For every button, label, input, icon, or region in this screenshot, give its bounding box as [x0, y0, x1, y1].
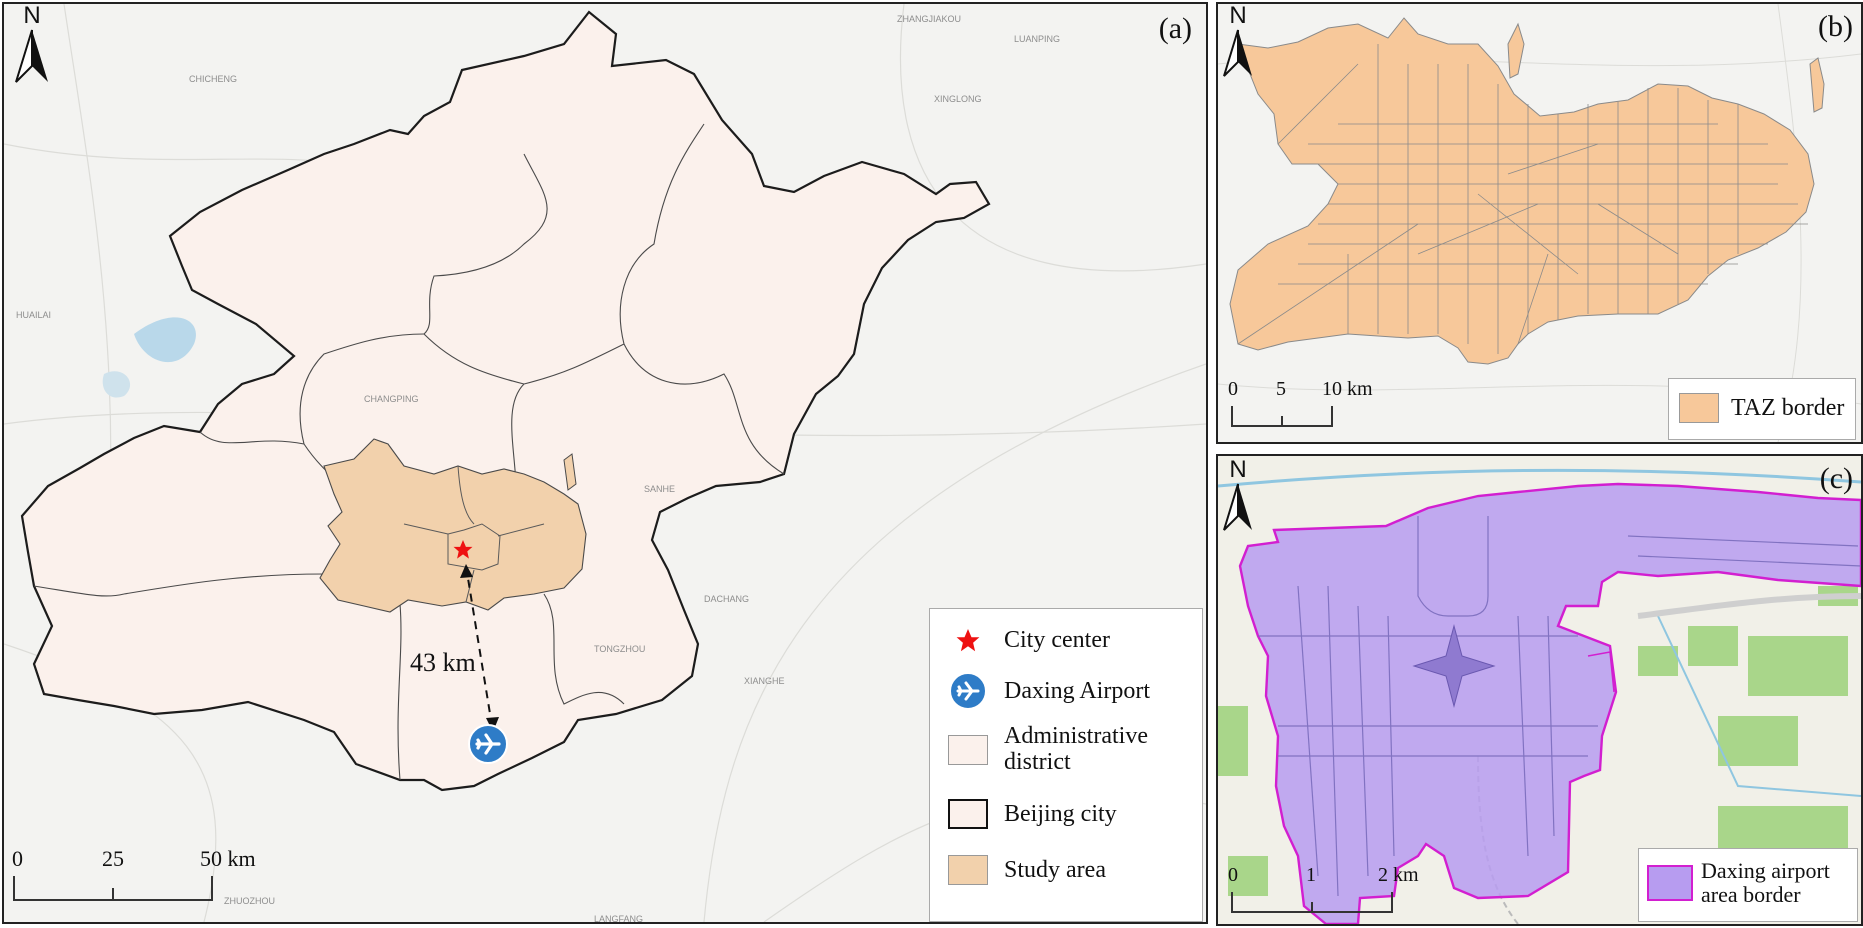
runways [1258, 516, 1861, 897]
north-arrow-icon [15, 29, 48, 83]
study-swatch [948, 855, 988, 885]
terminal-building [1412, 624, 1496, 708]
north-arrow-c: N [1220, 458, 1256, 537]
panel-label-c: (c) [1819, 462, 1853, 495]
river [1218, 468, 1861, 488]
panel-label-b: (b) [1818, 10, 1853, 43]
panel-b-map: (b) 0 5 10 km TAZ border [1216, 2, 1863, 444]
basemap-label: SANHE [644, 484, 676, 494]
basemap-label: HUAILAI [16, 310, 52, 320]
basemap-label: XIANGHE [744, 676, 785, 686]
legend-label-line1: Daxing airport [1701, 858, 1830, 883]
legend-item-administrative-district: Administrative district [944, 723, 1148, 775]
basemap-label: DACHANG [704, 594, 750, 604]
basemap-label: ZHUOZHOU [224, 896, 275, 906]
canal [1657, 615, 1861, 797]
legend-label: TAZ border [1731, 395, 1845, 421]
legend-label: Daxing Airport [1004, 678, 1150, 704]
red-star-icon [956, 629, 980, 652]
legend-label: Beijing city [1004, 801, 1117, 827]
airport-border-detail [1587, 651, 1615, 693]
basemap-label: XINGLONG [934, 94, 982, 104]
scale-tick: 0 [1228, 378, 1238, 400]
north-letter: N [1229, 2, 1247, 29]
beijing-swatch [948, 799, 988, 829]
legend-item-city-center: City center [944, 625, 1110, 655]
district-swatch [948, 735, 988, 765]
legend-label-line1: Administrative [1004, 723, 1148, 749]
panel-c-map: (c) 0 1 2 km Daxing airport area border [1216, 454, 1863, 926]
taz-swatch [1679, 393, 1719, 423]
city-center-star [453, 540, 473, 559]
panel-a-basemap [4, 4, 1206, 922]
taz-area [1229, 17, 1815, 365]
scale-bar-a-line [13, 876, 213, 901]
basemap-label: ZHANGJIAKOU [897, 14, 962, 24]
north-arrow-icon [1223, 483, 1252, 531]
daxing-airport-icon [468, 724, 508, 764]
scale-tick: 0 [1228, 864, 1238, 886]
reservoir-water [134, 317, 196, 363]
beijing-city-boundary [20, 10, 991, 792]
distance-arrowhead-top [460, 564, 473, 578]
basemap-label: LUANPING [1014, 34, 1061, 44]
study-area-fragment [563, 453, 577, 491]
legend-label-line2: district [1004, 749, 1071, 775]
legend-b: TAZ border [1668, 378, 1856, 440]
study-area-inner-borders [403, 465, 545, 603]
taz-grid [1237, 44, 1808, 354]
taz-fragment [1809, 57, 1825, 113]
north-letter: N [23, 2, 41, 29]
legend-item-airport-area: Daxing airport area border [1647, 859, 1830, 907]
panel-label-a: (a) [1158, 12, 1192, 45]
basemap-label: CHANGPING [364, 394, 419, 404]
north-arrow-a: N [12, 4, 52, 89]
airport-icon [949, 672, 987, 710]
panel-b-basemap [1218, 4, 1861, 442]
legend-a: City center Daxing Airport Administrativ… [929, 608, 1203, 922]
distance-arrowhead-bottom [486, 717, 499, 732]
legend-label: Study area [1004, 857, 1106, 883]
airport-area-swatch [1647, 865, 1693, 901]
highway [1637, 593, 1861, 619]
legend-item-taz-border: TAZ border [1679, 393, 1844, 423]
scale-bar-b-line [1231, 406, 1333, 427]
scale-tick: 10 km [1322, 378, 1373, 400]
scale-tick: 1 [1306, 864, 1316, 886]
north-arrow-icon [1223, 29, 1252, 77]
scale-tick: 50 km [200, 846, 256, 871]
scale-tick: 2 km [1378, 864, 1419, 886]
distance-label: 43 km [410, 648, 476, 677]
scale-bar-c-line [1231, 892, 1393, 913]
legend-item-study-area: Study area [944, 855, 1106, 885]
north-letter: N [1229, 456, 1247, 483]
legend-item-daxing-airport: Daxing Airport [944, 671, 1150, 711]
panel-c-basemap [1218, 456, 1861, 924]
legend-c: Daxing airport area border [1638, 848, 1858, 922]
legend-item-beijing-city: Beijing city [944, 799, 1117, 829]
scale-tick: 5 [1276, 378, 1286, 400]
study-area [319, 438, 587, 613]
scale-tick: 0 [12, 846, 23, 871]
taz-fragment [1507, 22, 1525, 79]
basemap-label: LANGFANG [594, 914, 644, 924]
north-arrow-b: N [1220, 4, 1256, 83]
basemap-label: CHICHENG [189, 74, 238, 84]
lake-water [102, 371, 131, 398]
scale-bar-b: 0 5 10 km [1218, 4, 1861, 442]
legend-label: City center [1004, 627, 1110, 653]
district-borders [33, 123, 785, 781]
scale-tick: 25 [102, 846, 124, 871]
scale-bar-c: 0 1 2 km [1218, 456, 1861, 924]
scale-bar-a: 0 25 50 km [4, 4, 1206, 922]
legend-label-line2: area border [1701, 882, 1801, 907]
basemap-label: TONGZHOU [594, 644, 646, 654]
panel-a-map: CHICHENG ZHANGJIAKOU HUAILAI LANGFANG DA… [2, 2, 1208, 924]
